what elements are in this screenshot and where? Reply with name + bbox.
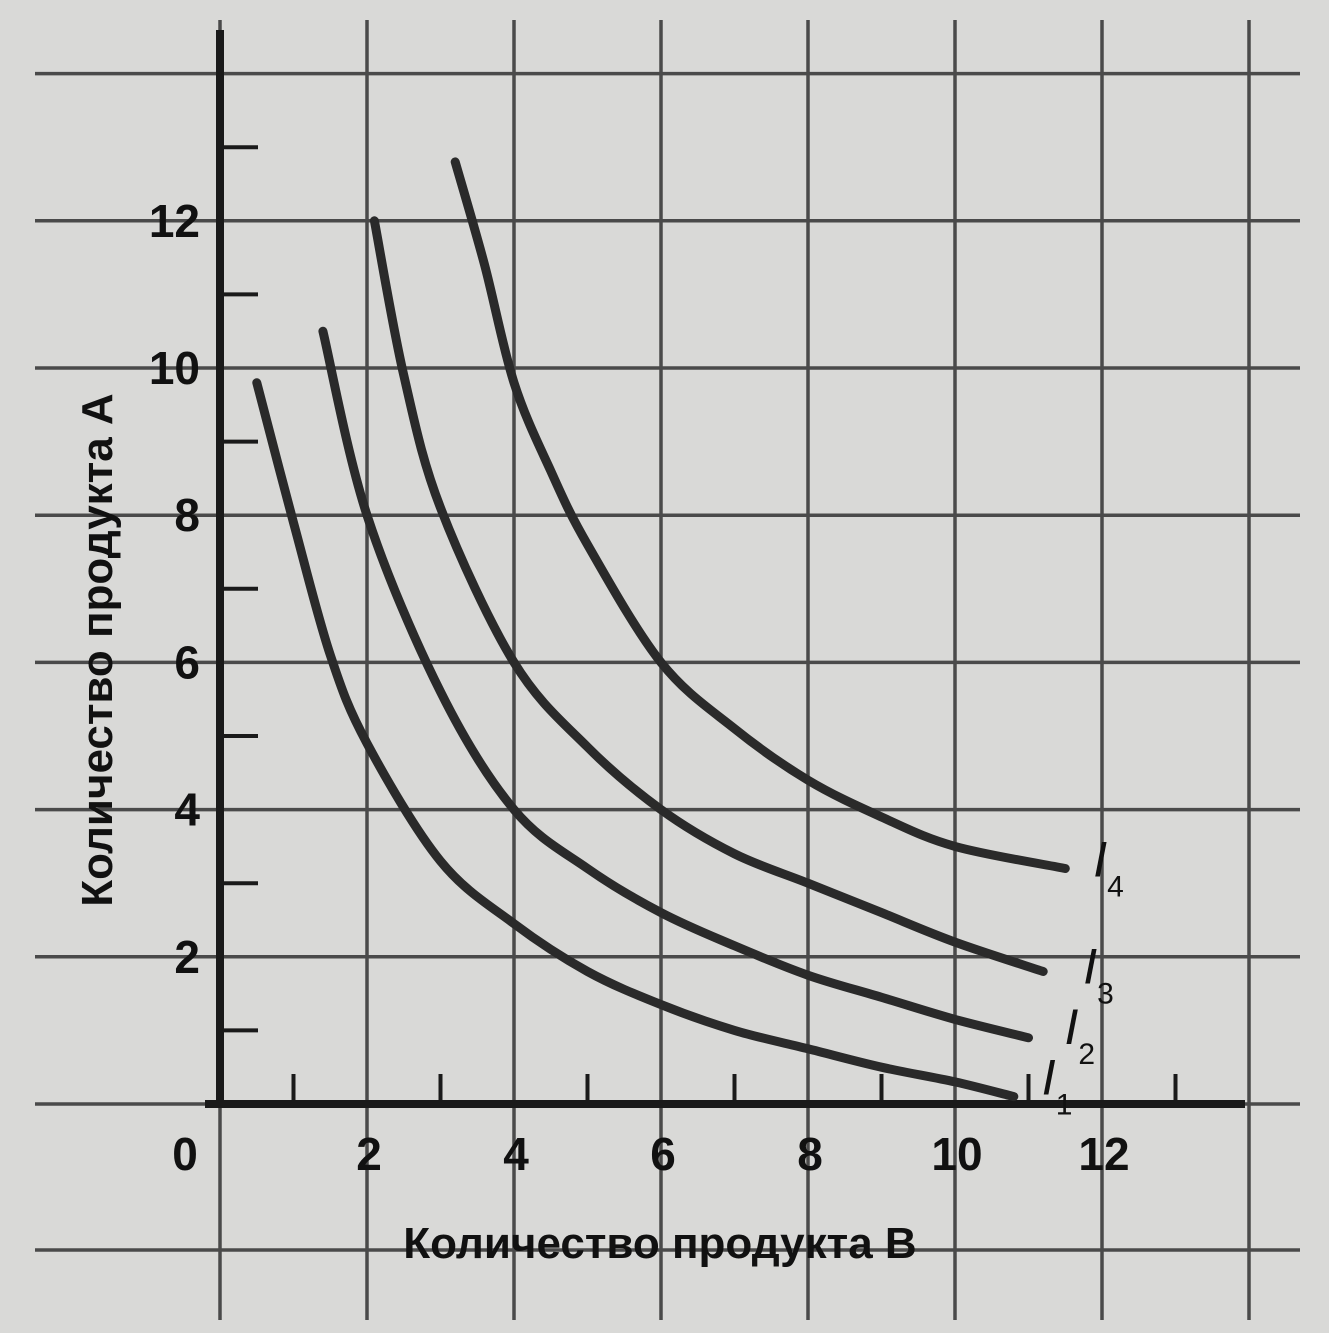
x-tick-label: 8 <box>797 1128 823 1180</box>
x-tick-label: 2 <box>356 1128 382 1180</box>
curve-label-i2: I2 <box>1065 999 1096 1071</box>
indifference-curve-i3 <box>369 216 1048 976</box>
y-tick-label: 10 <box>149 342 200 394</box>
indifference-curve-i2 <box>318 326 1033 1043</box>
grid <box>35 20 1300 1320</box>
x-tick-label: 4 <box>503 1128 529 1180</box>
x-axis-title: Количество продукта B <box>403 1219 916 1268</box>
y-tick-label: 12 <box>149 195 200 247</box>
y-axis-title: Количество продукта A <box>73 393 122 906</box>
curve-label-i3: I3 <box>1083 939 1114 1011</box>
x-tick-label: 6 <box>650 1128 676 1180</box>
axes <box>205 30 1245 1108</box>
x-tick-label: 12 <box>1078 1128 1129 1180</box>
series <box>252 157 1070 1102</box>
indifference-curve-i1 <box>252 378 1019 1102</box>
x-tick-label: 10 <box>931 1128 982 1180</box>
y-tick-label: 2 <box>174 931 200 983</box>
labels: 0 Количество продукта B Количество проду… <box>73 195 1130 1268</box>
y-tick-label: 8 <box>174 489 200 541</box>
y-tick-label: 4 <box>174 784 200 836</box>
indifference-curve-i4 <box>450 157 1070 873</box>
y-tick-label: 6 <box>174 636 200 688</box>
curve-label-i1: I1 <box>1042 1050 1073 1122</box>
curve-label-i4: I4 <box>1093 831 1124 903</box>
origin-label: 0 <box>172 1128 198 1180</box>
